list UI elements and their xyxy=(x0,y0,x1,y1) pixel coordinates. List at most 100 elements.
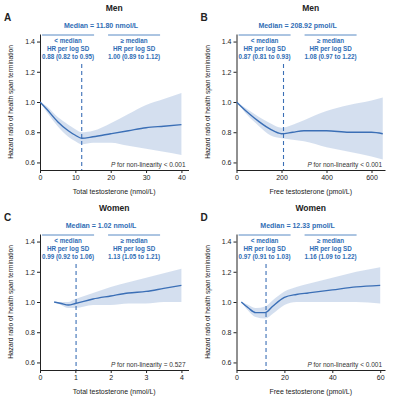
y-tick: 1.4 xyxy=(25,238,40,245)
y-tick-label: 0.6 xyxy=(222,359,232,366)
y-axis-title: Hazard ratio of health span termination xyxy=(7,45,15,159)
group-rule xyxy=(305,35,357,36)
y-axis: 0.6 0.8 1.0 1.2 1.4 xyxy=(222,235,237,371)
x-tick-label: 600 xyxy=(366,174,378,181)
hr-value: 1.16 (1.09 to 1.22) xyxy=(305,253,357,261)
x-axis-line xyxy=(41,170,190,171)
figure: 0102030400.60.81.01.21.4Median = 11.80 n… xyxy=(0,0,393,400)
x-tick-label: 40 xyxy=(178,174,186,181)
x-tick: 20 xyxy=(281,370,289,381)
panel-title: Women xyxy=(99,203,130,213)
x-axis: 01234 xyxy=(39,370,189,381)
y-tick-mark xyxy=(234,162,237,163)
median-label: Median = 12.33 pmol/L xyxy=(260,222,335,230)
y-tick: 1.0 xyxy=(222,299,237,306)
group-label: ≥ median xyxy=(120,37,147,44)
y-tick-label: 0.6 xyxy=(25,159,35,166)
plot-area xyxy=(40,64,181,170)
median-line xyxy=(81,64,82,170)
x-tick: 0 xyxy=(235,370,239,381)
x-tick-label: 0 xyxy=(39,174,43,181)
x-tick-label: 400 xyxy=(321,174,333,181)
x-tick-mark xyxy=(380,370,381,373)
x-tick-mark xyxy=(181,170,182,173)
x-tick: 4 xyxy=(180,370,184,381)
y-tick-mark xyxy=(234,242,237,243)
y-tick-mark xyxy=(234,42,237,43)
x-axis-line xyxy=(237,370,386,371)
x-tick: 60 xyxy=(377,370,385,381)
y-tick-label: 0.8 xyxy=(25,129,35,136)
y-tick-label: 1.4 xyxy=(25,238,35,245)
y-tick: 1.2 xyxy=(222,269,237,276)
y-tick: 0.8 xyxy=(25,129,40,136)
y-tick-label: 0.8 xyxy=(222,129,232,136)
y-axis-title: Hazard ratio of health span termination xyxy=(204,245,212,359)
x-tick-label: 20 xyxy=(281,374,289,381)
median-label: Median = 1.02 nmol/L xyxy=(66,222,137,229)
plot-area xyxy=(237,64,383,170)
x-tick-mark xyxy=(75,370,76,373)
group-rule xyxy=(305,235,357,236)
y-tick-label: 1.4 xyxy=(222,38,232,45)
y-tick-label: 1.2 xyxy=(25,69,35,76)
y-tick-label: 0.6 xyxy=(222,159,232,166)
group-rule xyxy=(239,235,291,236)
x-tick: 0 xyxy=(39,170,43,181)
plot-area xyxy=(54,264,181,370)
hr-label: HR per log SD xyxy=(243,245,286,253)
panel-letter: D xyxy=(201,212,208,223)
x-tick: 0 xyxy=(39,370,43,381)
y-tick-mark xyxy=(37,42,40,43)
y-tick-mark xyxy=(234,332,237,333)
y-tick: 1.2 xyxy=(25,269,40,276)
median-annotation: Median = 1.02 nmol/L< medianHR per log S… xyxy=(42,222,160,261)
y-tick: 1.2 xyxy=(222,69,237,76)
x-tick-label: 10 xyxy=(72,174,80,181)
x-tick-label: 200 xyxy=(276,174,288,181)
y-tick-mark xyxy=(234,362,237,363)
y-tick-label: 0.6 xyxy=(25,359,35,366)
x-axis: 010203040 xyxy=(39,170,189,181)
y-axis: 0.60.81.01.21.4 xyxy=(222,35,237,171)
confidence-band xyxy=(40,93,181,155)
x-tick-mark xyxy=(327,170,328,173)
hazard-line xyxy=(237,102,383,134)
y-tick-label: 0.8 xyxy=(222,329,232,336)
median-line xyxy=(283,64,284,170)
panel-title: Men xyxy=(302,3,319,13)
x-tick-label: 0 xyxy=(39,374,43,381)
panel: 0 20 40 60 0.6 0.8 1.0 1.2 1.4 Median = 12.33 pmo… xyxy=(201,203,386,396)
x-tick-mark xyxy=(111,370,112,373)
hr-label: HR per log SD xyxy=(309,45,352,53)
x-tick: 40 xyxy=(329,370,337,381)
hazard-line xyxy=(54,285,181,305)
hr-value: 1.00 (0.89 to 1.12) xyxy=(108,53,160,61)
y-tick-mark xyxy=(37,72,40,73)
hr-value: 1.08 (0.97 to 1.22) xyxy=(305,53,357,61)
y-axis-line xyxy=(40,235,41,371)
y-axis-title: Hazard ratio of health span termination xyxy=(7,245,15,359)
p-label: P for non-linearity < 0.001 xyxy=(111,161,186,169)
p-label: P for non-linearity = 0.527 xyxy=(111,361,186,369)
x-tick-label: 2 xyxy=(109,374,113,381)
panel-title: Women xyxy=(295,203,326,213)
median-label: Median = 208.92 pmol/L xyxy=(258,22,337,30)
x-axis: 0 20 40 60 xyxy=(235,370,385,381)
y-tick-label: 1.2 xyxy=(25,269,35,276)
group-rule xyxy=(239,35,291,36)
y-tick-label: 1.0 xyxy=(25,299,35,306)
y-tick: 1.0 xyxy=(25,99,40,106)
x-tick: 2 xyxy=(109,370,113,381)
x-tick: 200 xyxy=(276,170,288,181)
x-tick: 1 xyxy=(74,370,78,381)
y-tick-mark xyxy=(234,72,237,73)
hr-label: HR per log SD xyxy=(243,45,286,53)
x-tick-mark xyxy=(111,170,112,173)
y-tick: 1.4 xyxy=(222,238,237,245)
x-tick: 10 xyxy=(72,170,80,181)
panel-letter: A xyxy=(4,12,11,23)
hr-value: 1.13 (1.05 to 1.21) xyxy=(108,253,160,261)
hr-label: HR per log SD xyxy=(113,45,156,53)
y-tick-label: 1.0 xyxy=(222,299,232,306)
